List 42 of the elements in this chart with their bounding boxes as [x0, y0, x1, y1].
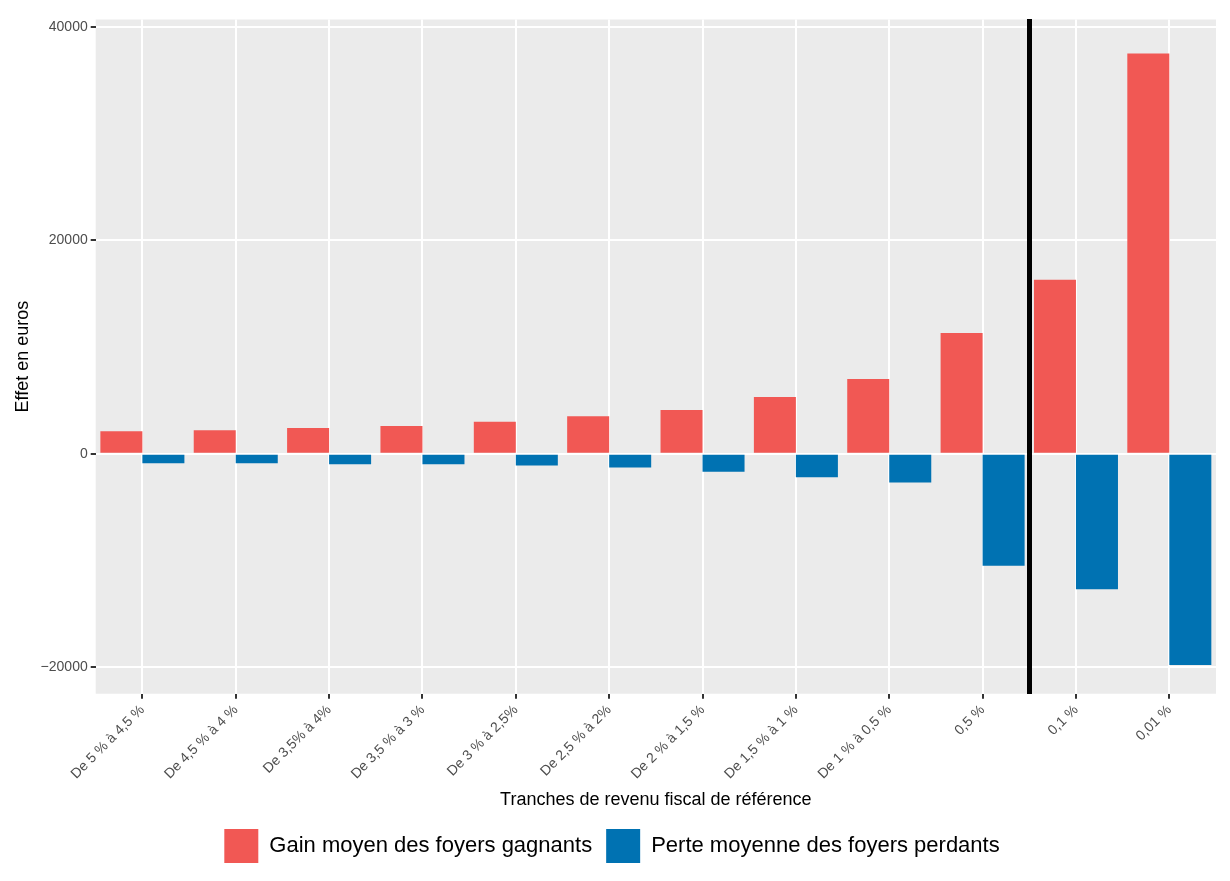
- bar: [847, 378, 890, 453]
- x-tick-label: 0,1 %: [1044, 701, 1081, 738]
- x-tick-label: De 3,5 % à 3 %: [347, 701, 428, 782]
- bar: [1127, 53, 1170, 453]
- y-tick-label: 40000: [48, 17, 88, 34]
- bar: [380, 425, 423, 453]
- bar: [702, 454, 745, 472]
- bar: [515, 454, 558, 466]
- legend-label: Perte moyenne des foyers perdants: [651, 832, 1000, 858]
- bar: [235, 454, 278, 464]
- bar: [889, 454, 932, 483]
- bar: [142, 454, 185, 464]
- bar: [193, 430, 236, 453]
- y-tick-label: 0: [79, 444, 88, 461]
- bar: [1075, 454, 1118, 590]
- bar: [660, 409, 703, 453]
- bar: [1169, 454, 1212, 665]
- x-axis-title: Tranches de revenu fiscal de référence: [500, 789, 812, 810]
- y-tick-label: −20000: [40, 657, 88, 674]
- bar: [982, 454, 1025, 566]
- x-tick-label: De 2,5 % à 2%: [536, 701, 615, 779]
- bar: [1033, 279, 1076, 453]
- x-tick-label: De 1 % à 0,5 %: [814, 701, 895, 782]
- x-tick-label: De 5 % à 4,5 %: [67, 701, 148, 782]
- bar: [473, 421, 516, 453]
- x-tick-label: De 1,5 % à 1 %: [720, 701, 801, 782]
- bar: [795, 454, 838, 478]
- y-tick-label: 20000: [48, 231, 88, 248]
- bar: [422, 454, 465, 465]
- x-tick-label: 0,01 %: [1132, 701, 1175, 744]
- legend-label: Gain moyen des foyers gagnants: [269, 832, 593, 858]
- bar: [753, 397, 796, 453]
- y-axis-title: Effet en euros: [11, 300, 32, 413]
- x-tick-label: De 2 % à 1,5 %: [627, 701, 708, 782]
- bar: [329, 454, 372, 465]
- bar: [940, 333, 983, 453]
- bar: [100, 431, 143, 453]
- bar: [287, 428, 330, 453]
- bar: [567, 416, 610, 453]
- x-tick-label: De 4,5 % à 4 %: [160, 701, 241, 782]
- bar: [609, 454, 652, 468]
- x-tick-label: 0,5 %: [950, 701, 988, 738]
